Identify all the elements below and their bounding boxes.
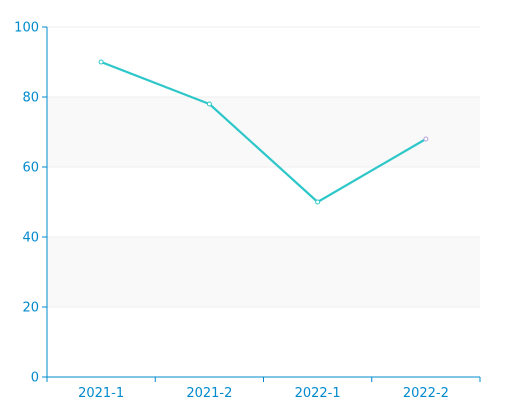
series-line <box>100 60 427 204</box>
x-tick-label: 2021-2 <box>186 386 232 401</box>
background-band <box>47 97 480 167</box>
background-band <box>47 27 480 97</box>
x-axis-ticks: 2021-1 2021-2 2022-1 2022-2 <box>46 377 481 401</box>
y-tick-label: 60 <box>22 161 39 176</box>
series-layer <box>100 60 427 204</box>
data-point <box>315 199 321 205</box>
y-tick-label: 40 <box>22 231 39 246</box>
data-point <box>423 136 429 142</box>
data-point <box>98 59 104 65</box>
x-tick-label: 2022-1 <box>295 386 341 401</box>
background-band <box>47 307 480 377</box>
y-tick-label: 80 <box>22 91 39 106</box>
y-tick-label: 20 <box>22 301 39 316</box>
y-tick-label: 100 <box>14 21 39 36</box>
background-bands <box>47 27 480 377</box>
y-axis-ticks: 0 20 40 60 80 100 <box>14 21 47 386</box>
grid-lines <box>47 26 480 308</box>
background-band <box>47 167 480 237</box>
y-tick-label: 0 <box>31 371 39 386</box>
data-point <box>206 101 212 107</box>
x-tick-label: 2021-1 <box>78 386 124 401</box>
background-band <box>47 237 480 307</box>
x-tick-label: 2022-2 <box>403 386 449 401</box>
points-layer <box>98 59 429 205</box>
